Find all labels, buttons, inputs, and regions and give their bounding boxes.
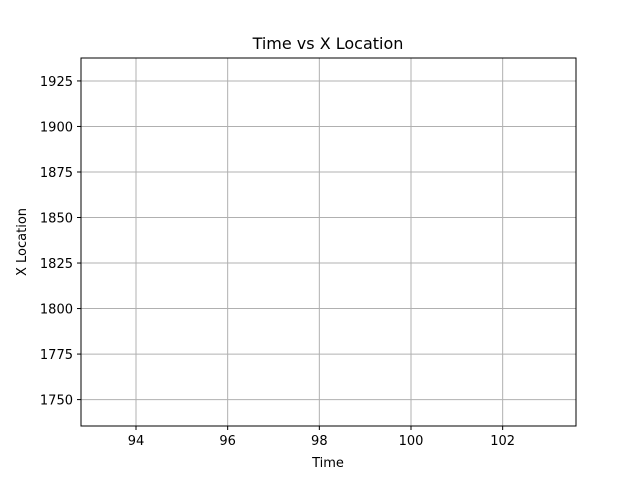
y-tick-label: 1750 [40, 394, 73, 409]
x-axis-label: Time [311, 456, 344, 471]
x-axis: 94 96 98 100 102 [128, 426, 515, 449]
x-tick-label: 98 [311, 434, 328, 449]
x-tick-label: 102 [490, 434, 515, 449]
y-tick-label: 1850 [40, 212, 73, 227]
grid [81, 58, 576, 426]
y-tick-label: 1800 [40, 303, 73, 318]
x-tick-label: 96 [219, 434, 236, 449]
x-tick-label: 94 [128, 434, 145, 449]
plot-frame [80, 57, 577, 427]
y-tick-label: 1875 [40, 166, 73, 181]
chart-title: Time vs X Location [252, 34, 404, 53]
y-axis-label: X Location [15, 208, 30, 276]
y-tick-label: 1925 [40, 75, 73, 90]
y-tick-label: 1775 [40, 348, 73, 363]
y-tick-label: 1825 [40, 257, 73, 272]
x-tick-label: 100 [399, 434, 424, 449]
y-axis: 1750 1775 1800 1825 1850 1875 1900 1925 [40, 75, 81, 409]
y-tick-label: 1900 [40, 120, 73, 135]
